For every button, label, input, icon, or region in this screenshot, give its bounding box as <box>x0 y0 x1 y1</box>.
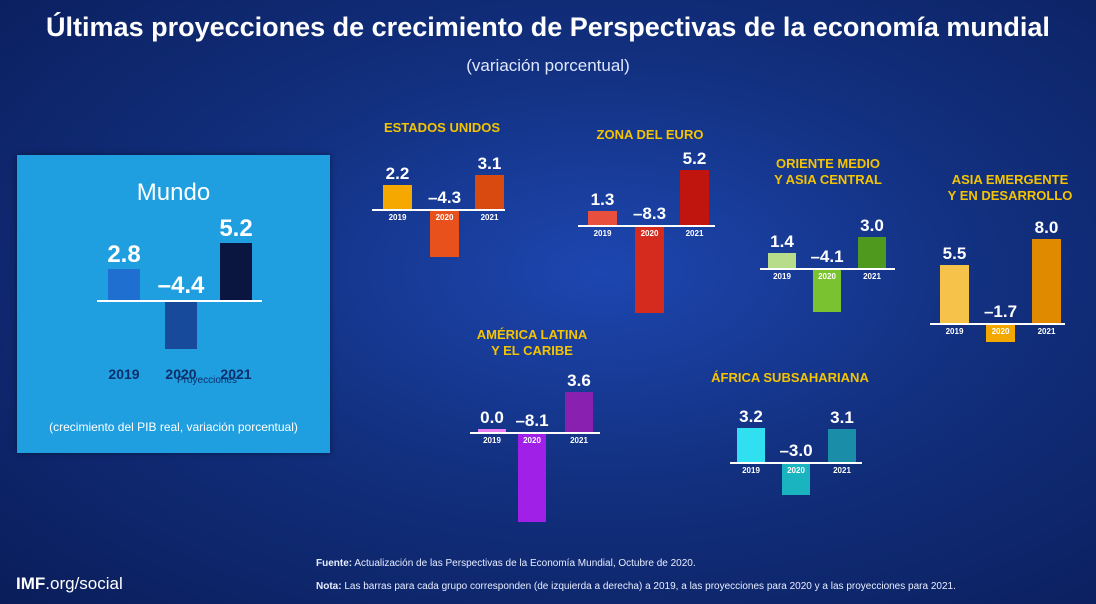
year-label: 2021 <box>685 229 704 238</box>
source-text: Actualización de las Perspectivas de la … <box>354 558 696 569</box>
title-line: Y EN DESARROLLO <box>947 188 1073 203</box>
imf-logo: IMF.org/social <box>16 574 123 594</box>
bar <box>680 170 709 225</box>
bar <box>768 253 796 268</box>
value-label: –8.1 <box>515 411 549 430</box>
page-title: Últimas proyecciones de crecimiento de P… <box>46 12 1050 42</box>
value-label: 3.6 <box>567 371 591 391</box>
world-title: Mundo <box>136 179 211 206</box>
bar <box>518 433 546 523</box>
year-label: 2019 <box>742 466 760 475</box>
bar <box>475 174 504 209</box>
bar <box>737 428 765 462</box>
bar <box>858 236 886 268</box>
title-latam: AMÉRICA LATINA Y EL CARIBE <box>452 327 612 359</box>
title-euro: ZONA DEL EURO <box>596 127 704 142</box>
year-label: 2019 <box>945 327 964 336</box>
title-line: AMÉRICA LATINA <box>476 327 588 342</box>
year-label: 2021 <box>833 466 851 475</box>
year-label: 2020 <box>523 436 541 445</box>
value-label: 2.2 <box>385 163 410 183</box>
value-label: –4.1 <box>810 247 844 266</box>
value-label: 8.0 <box>1034 218 1059 237</box>
bar <box>108 269 140 300</box>
title-line: ORIENTE MEDIO <box>775 156 880 171</box>
bar <box>986 324 1015 342</box>
bar <box>588 211 617 225</box>
note-text: Las barras para cada grupo corresponden … <box>344 581 956 592</box>
bar <box>220 242 252 300</box>
title-asia: ASIA EMERGENTE Y EN DESARROLLO <box>924 172 1096 204</box>
source-line: Fuente: Actualización de las Perspectiva… <box>316 558 696 569</box>
value-label: 2.8 <box>107 241 141 269</box>
year-label: 2021 <box>570 436 588 445</box>
baseline <box>470 432 600 434</box>
baseline <box>730 462 862 464</box>
baseline <box>97 300 262 302</box>
brand: IMF <box>16 574 46 593</box>
year-label: 2021 <box>863 272 881 281</box>
title-africa: ÁFRICA SUBSAHARIANA <box>711 370 869 385</box>
year-label: 2020 <box>640 229 659 238</box>
year-label: 2019 <box>388 213 407 222</box>
title-line: Y EL CARIBE <box>491 343 573 358</box>
year-label: 2019 <box>593 229 612 238</box>
bar <box>565 392 593 432</box>
note-line: Nota: Las barras para cada grupo corresp… <box>316 581 956 592</box>
value-label: –8.3 <box>632 204 667 223</box>
value-label: 1.3 <box>590 190 615 210</box>
brand-rest: .org/social <box>45 574 123 593</box>
value-label: 3.1 <box>830 408 854 428</box>
value-label: –1.7 <box>983 302 1018 321</box>
title-us: ESTADOS UNIDOS <box>383 120 501 135</box>
note-label: Nota: <box>316 581 342 592</box>
year-label: 2021 <box>220 366 252 382</box>
title-middle-east: ORIENTE MEDIO Y ASIA CENTRAL <box>748 156 908 188</box>
bar <box>165 301 197 350</box>
title-line: ASIA EMERGENTE <box>951 172 1069 187</box>
bar <box>940 265 969 323</box>
value-label: 1.4 <box>770 232 794 252</box>
title-line: Y ASIA CENTRAL <box>774 172 882 187</box>
bar <box>1032 239 1061 323</box>
value-label: –4.4 <box>157 272 205 299</box>
value-label: –4.3 <box>427 188 462 207</box>
year-label: 2021 <box>1037 327 1056 336</box>
value-label: 5.5 <box>942 244 967 264</box>
page-subtitle: (variación porcentual) <box>466 56 630 75</box>
year-label: 2020 <box>818 272 836 281</box>
year-label: 2020 <box>435 213 454 222</box>
source-label: Fuente: <box>316 558 353 569</box>
baseline <box>578 225 715 227</box>
bar <box>828 429 856 462</box>
bar <box>430 210 459 258</box>
baseline <box>930 323 1065 325</box>
year-label: 2020 <box>787 466 805 475</box>
year-label: 2020 <box>991 327 1010 336</box>
value-label: 3.2 <box>739 407 763 427</box>
bar <box>782 463 810 495</box>
bar <box>383 184 412 209</box>
year-label: 2019 <box>108 366 140 382</box>
value-label: –3.0 <box>779 441 813 460</box>
value-label: 3.0 <box>860 215 884 235</box>
baseline <box>372 209 505 211</box>
year-label: 2020 <box>165 366 197 382</box>
value-label: 0.0 <box>480 408 504 427</box>
baseline <box>760 268 895 270</box>
world-note: (crecimiento del PIB real, variación por… <box>49 420 298 434</box>
bar <box>635 226 664 314</box>
projections-label: Proyecciones <box>176 375 238 386</box>
bar <box>813 269 841 313</box>
year-label: 2019 <box>773 272 791 281</box>
value-label: 3.1 <box>477 153 502 173</box>
year-label: 2021 <box>480 213 499 222</box>
year-label: 2019 <box>483 436 501 445</box>
bar <box>478 429 506 432</box>
value-label: 5.2 <box>682 149 707 169</box>
value-label: 5.2 <box>219 214 253 242</box>
